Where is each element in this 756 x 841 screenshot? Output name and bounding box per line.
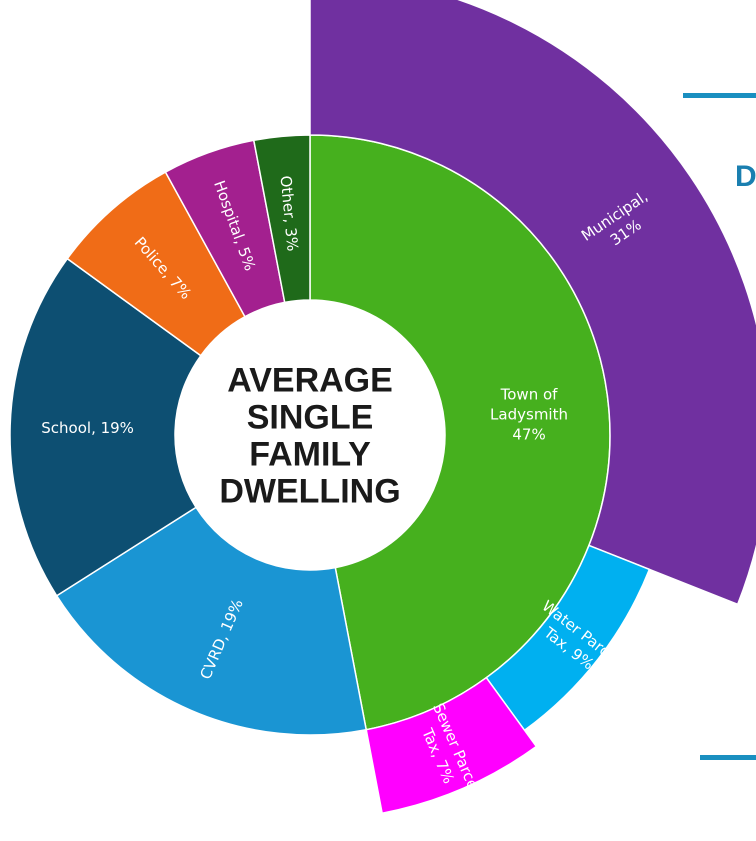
center-label-line: SINGLE xyxy=(247,399,374,437)
top-accent-line xyxy=(683,93,756,98)
outer-ring xyxy=(309,0,756,815)
center-label-line: AVERAGE xyxy=(227,362,393,400)
center-hole xyxy=(175,300,445,570)
inner-slice-cvrd-19 xyxy=(55,506,368,736)
cut-off-heading-letter: D xyxy=(735,160,756,193)
outer-slice-sewer-parcel-tax-7 xyxy=(365,676,538,815)
inner-label-town-of-ladysmith-47: Town of Ladysmith 47% xyxy=(490,385,568,443)
inner-ring xyxy=(9,134,611,736)
outer-slice-municipal-31 xyxy=(309,0,756,606)
center-label-line: DWELLING xyxy=(219,473,400,511)
bottom-accent-line xyxy=(700,755,756,760)
inner-label-school-19: School, 19% xyxy=(41,419,134,437)
center-label-line: FAMILY xyxy=(249,436,371,474)
